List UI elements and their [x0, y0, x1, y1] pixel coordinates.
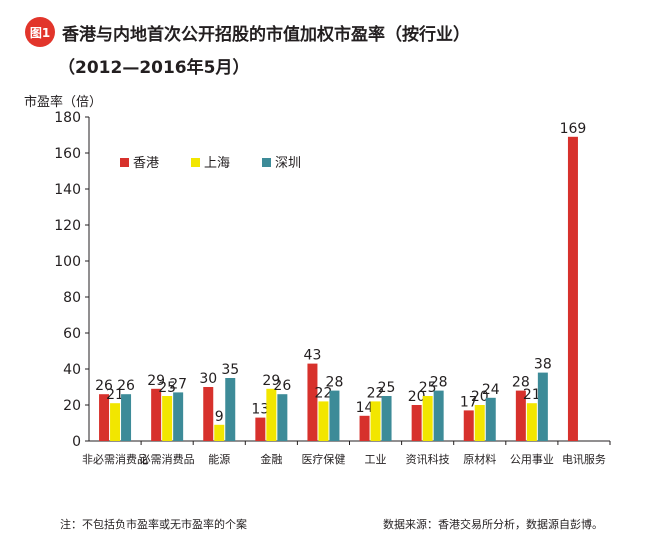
x-tick-label: 金融	[260, 452, 282, 466]
data-label: 30	[199, 371, 217, 387]
data-label: 25	[378, 380, 396, 396]
data-label: 27	[169, 376, 187, 392]
data-label: 13	[251, 402, 269, 418]
legend-swatch	[262, 158, 271, 167]
footnote: 注：不包括负市盈率或无市盈率的个案	[60, 518, 247, 531]
bar	[537, 372, 548, 441]
data-label: 29	[262, 373, 280, 389]
data-label: 21	[106, 387, 124, 403]
data-label: 26	[95, 378, 113, 394]
bar	[567, 136, 578, 442]
bar	[474, 405, 485, 441]
y-axis-label: 市盈率（倍）	[24, 95, 103, 110]
y-tick-label: 20	[63, 398, 81, 414]
bar	[422, 396, 433, 441]
y-tick-label: 80	[63, 290, 81, 306]
data-label: 35	[221, 362, 239, 378]
legend-swatch	[120, 158, 129, 167]
chart-title: 香港与内地首次公开招股的市值加权市盈率（按行业）	[62, 25, 470, 45]
bar	[370, 401, 381, 441]
legend-label: 深圳	[275, 156, 301, 171]
bar	[173, 392, 184, 441]
data-label: 20	[408, 389, 426, 405]
y-tick-label: 0	[72, 434, 81, 450]
data-label: 169	[560, 121, 587, 137]
bar	[203, 387, 214, 441]
x-tick-label: 能源	[208, 452, 230, 466]
data-label: 26	[273, 378, 291, 394]
y-tick-label: 140	[54, 182, 81, 198]
legend-label: 上海	[204, 156, 230, 171]
y-tick-label: 40	[63, 362, 81, 378]
y-tick-label: 160	[54, 146, 81, 162]
data-label: 43	[304, 348, 322, 364]
data-label: 22	[367, 385, 385, 401]
x-tick-label: 公用事业	[510, 453, 554, 466]
bar	[485, 397, 496, 441]
bar	[359, 415, 370, 441]
data-label: 17	[460, 394, 478, 410]
bar	[318, 401, 329, 441]
bar	[526, 403, 537, 441]
data-label: 25	[158, 380, 176, 396]
bar	[433, 390, 444, 441]
data-label: 28	[430, 375, 448, 391]
data-label: 14	[356, 400, 374, 416]
bar	[225, 378, 236, 441]
bar	[99, 394, 110, 441]
bar	[162, 396, 173, 441]
data-label: 20	[471, 389, 489, 405]
x-tick-label: 电讯服务	[562, 453, 606, 466]
legend-swatch	[191, 158, 200, 167]
bar	[214, 424, 225, 441]
bar	[515, 390, 526, 441]
x-tick-label: 非必需消费品	[82, 452, 148, 466]
y-tick-label: 180	[54, 110, 81, 126]
x-tick-label: 工业	[365, 453, 387, 466]
data-label: 25	[419, 380, 437, 396]
x-tick-label: 资讯科技	[406, 452, 450, 466]
bar	[329, 390, 340, 441]
chart-subtitle: （2012—2016年5月）	[58, 58, 250, 78]
bar	[411, 405, 422, 441]
data-label: 38	[534, 357, 552, 373]
bar	[307, 363, 318, 441]
bar	[381, 396, 392, 441]
bar	[151, 388, 162, 441]
bar	[110, 403, 121, 441]
y-tick-label: 100	[54, 254, 81, 270]
data-label: 22	[315, 385, 333, 401]
x-tick-label: 原材料	[463, 452, 496, 466]
data-label: 24	[482, 382, 500, 398]
x-tick-label: 必需消费品	[140, 452, 195, 466]
bar	[266, 388, 277, 441]
data-source: 数据来源：香港交易所分析，数据源自彭博。	[383, 518, 603, 531]
data-label: 9	[215, 409, 224, 425]
data-label: 28	[512, 375, 530, 391]
bar	[121, 394, 132, 441]
legend-label: 香港	[133, 156, 159, 171]
x-tick-label: 医疗保健	[301, 452, 345, 466]
data-label: 28	[326, 375, 344, 391]
data-label: 21	[523, 387, 541, 403]
y-tick-label: 60	[63, 326, 81, 342]
data-label: 29	[147, 373, 165, 389]
bar	[255, 417, 266, 441]
bar	[277, 394, 288, 441]
bar	[463, 410, 474, 441]
figure-badge: 图1	[25, 17, 55, 47]
data-label: 26	[117, 378, 135, 394]
y-tick-label: 120	[54, 218, 81, 234]
